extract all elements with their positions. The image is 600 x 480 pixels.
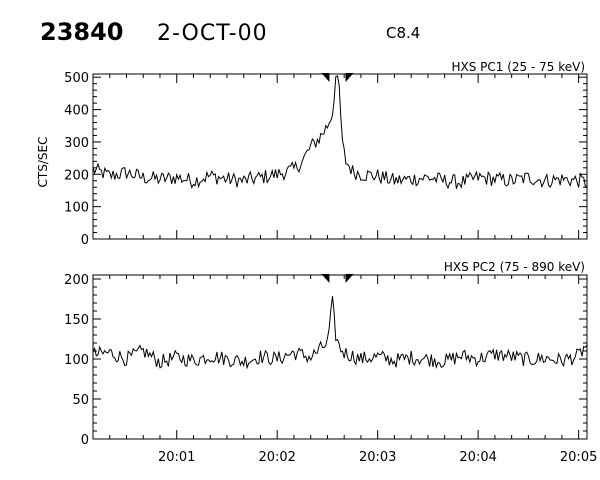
xtick-label: 20:01 <box>158 450 195 465</box>
panel-pc2-marks <box>92 274 588 370</box>
panel-pc1-title: HXS PC1 (25 - 75 keV) <box>451 60 585 74</box>
ytick-label: 50 <box>72 393 89 408</box>
series-line <box>92 296 588 370</box>
panel-pc2: HXS PC2 (75 - 890 keV) 0 50 100 150 200 20:01… <box>64 260 597 465</box>
flare-marker <box>321 73 330 82</box>
event-id: 23840 <box>40 18 124 46</box>
flare-marker <box>345 73 354 82</box>
ytick-label: 400 <box>64 104 89 119</box>
ytick-label: 500 <box>64 71 89 86</box>
panel-pc1-marks <box>92 73 588 190</box>
ytick-label: 0 <box>81 233 89 248</box>
xtick-label: 20:05 <box>560 450 597 465</box>
xtick-label: 20:02 <box>258 450 295 465</box>
flare-marker <box>345 274 354 283</box>
flare-marker <box>321 274 330 283</box>
panel-pc1-axes: 0 100 200 300 400 500 <box>64 71 587 248</box>
panel-pc1-ylabel: CTS/SEC <box>36 137 50 188</box>
panel-pc2-frame <box>92 274 588 440</box>
xtick-label: 20:03 <box>359 450 396 465</box>
panel-pc2-axes: 0 50 100 150 200 20:01 20:02 20:03 20:04 20:05 <box>64 273 597 465</box>
ytick-label: 100 <box>64 353 89 368</box>
panel-pc2-title: HXS PC2 (75 - 890 keV) <box>444 260 585 274</box>
ytick-label: 100 <box>64 201 89 216</box>
panel-pc1: HXS PC1 (25 - 75 keV) CTS/SEC 0 100 200 300… <box>36 60 588 248</box>
xtick-label: 20:04 <box>459 450 496 465</box>
panel-pc1-frame <box>92 73 588 240</box>
ytick-label: 200 <box>64 168 89 183</box>
ytick-label: 300 <box>64 136 89 151</box>
goes-class: C8.4 <box>386 24 420 42</box>
ytick-label: 200 <box>64 273 89 288</box>
event-date: 2-OCT-00 <box>157 21 268 46</box>
series-line <box>92 75 588 190</box>
ytick-label: 0 <box>81 433 89 448</box>
ytick-label: 150 <box>64 313 89 328</box>
